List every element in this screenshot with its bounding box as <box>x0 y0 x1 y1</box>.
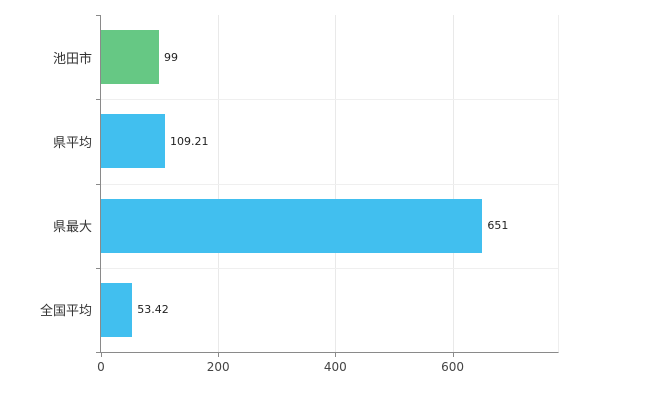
value-label: 53.42 <box>137 303 169 317</box>
bar[interactable] <box>101 282 133 337</box>
x-tick-label: 200 <box>206 360 230 374</box>
y-axis-tick <box>96 15 101 16</box>
value-label: 109.21 <box>169 134 209 148</box>
bar[interactable] <box>101 30 159 85</box>
y-axis-tick <box>96 184 101 185</box>
bar-row: 県平均 109.21 <box>53 99 558 183</box>
bar[interactable] <box>101 198 483 253</box>
y-axis-tick <box>96 268 101 269</box>
x-tick-label: 400 <box>323 360 347 374</box>
y-axis-tick <box>96 99 101 100</box>
value-label: 651 <box>487 219 509 233</box>
vertical-gridline <box>218 15 220 352</box>
x-axis-tick <box>452 352 454 357</box>
vertical-gridline <box>452 15 454 352</box>
y-axis-tick <box>96 352 101 353</box>
plot-area: 0 200 400 600 池田市 99 県平均 109.21 県最大 651 全国平均 53.42 <box>40 15 559 374</box>
vertical-gridline <box>335 15 337 352</box>
category-label: 全国平均 <box>39 304 92 320</box>
x-axis-tick <box>335 352 337 357</box>
horizontal-gridline <box>101 268 558 269</box>
x-axis-tick <box>101 352 102 357</box>
value-label: 99 <box>164 50 178 64</box>
bar-row: 県最大 651 <box>53 184 558 268</box>
horizontal-gridline <box>101 99 558 100</box>
category-label: 県平均 <box>52 135 92 151</box>
bar-row: 全国平均 53.42 <box>40 268 558 352</box>
x-tick-label: 600 <box>441 360 464 374</box>
bar[interactable] <box>101 114 165 169</box>
x-axis-tick <box>218 352 220 357</box>
category-label: 池田市 <box>52 51 92 67</box>
x-tick-label: 0 <box>97 360 105 374</box>
bar-row: 池田市 99 <box>53 15 558 99</box>
category-label: 県最大 <box>52 220 92 236</box>
horizontal-gridline <box>101 184 558 185</box>
